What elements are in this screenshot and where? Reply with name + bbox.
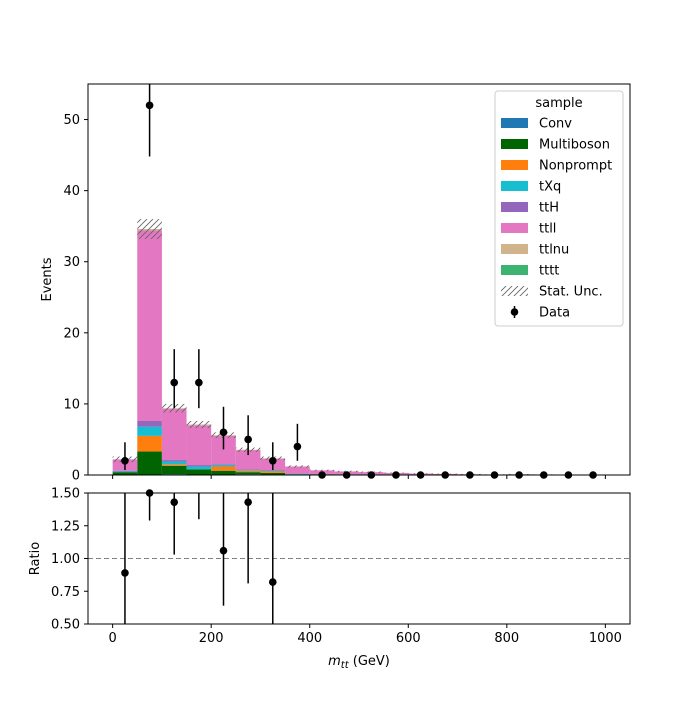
upper-y-tick-label-2: 20 [63,326,80,341]
lower-y-tick-label-1: 0.75 [51,585,80,600]
legend-swatch-ttlnu [501,244,528,254]
upper-y-tick-label-3: 30 [63,255,80,270]
legend: sample Conv Multiboson Nonprompt tXq ttH ttll t… [495,91,623,326]
upper-y-tick-label-1: 10 [63,397,80,412]
legend-swatch-tth [501,202,528,212]
legend-label-2: Nonprompt [539,159,612,174]
data-point-5 [244,436,252,444]
data-point-2 [170,379,178,387]
stat-unc-band-bin-8 [310,470,335,471]
stack-bar-multiboson-bin-1 [137,452,162,475]
stack-bar-tth-bin-1 [137,421,162,427]
stack-bar-multiboson-bin-4 [211,471,236,475]
legend-swatch-ttll [501,223,528,233]
stack-bar-txq-bin-0 [113,471,138,472]
x-tick-label-5: 1000 [589,631,622,646]
legend-label-8: Stat. Unc. [539,285,603,300]
legend-label-7: tttt [539,264,559,279]
data-point-6 [269,457,277,465]
legend-title: sample [535,96,582,111]
stack-bar-tth-bin-6 [260,470,285,471]
ratio-point-5 [244,498,252,506]
upper-y-tick-label-0: 0 [72,469,80,484]
ratio-point-0 [121,569,129,577]
stat-unc-band-bin-7 [285,465,310,467]
x-tick-label-4: 800 [494,631,519,646]
data-point-4 [220,429,228,437]
legend-label-3: tXq [539,180,561,195]
ratio-point-2 [170,498,178,506]
x-tick-label-0: 0 [108,631,116,646]
stack-bar-tth-bin-0 [113,471,138,472]
stack-bar-multiboson-bin-3 [187,469,212,475]
stat-unc-band-bin-1 [137,219,162,239]
legend-label-6: ttlnu [539,243,569,258]
stack-bar-ttll-bin-2 [162,409,187,460]
stack-bar-multiboson-bin-2 [162,466,187,475]
data-point-1 [146,102,154,110]
stack-bar-nonprompt-bin-5 [236,471,261,472]
stack-bar-ttll-bin-1 [137,230,162,421]
legend-label-5: ttll [539,222,556,237]
stack-bar-txq-bin-1 [137,427,162,436]
lower-y-tick-label-0: 0.50 [51,618,80,633]
stack-bar-tth-bin-2 [162,460,187,461]
legend-label-9: Data [539,306,570,321]
legend-swatch-data [511,308,519,316]
data-point-7 [294,443,302,451]
data-point-3 [195,379,203,387]
stack-bar-txq-bin-4 [211,465,236,466]
stack-bar-txq-bin-5 [236,470,261,471]
lower-y-axis-label: Ratio [28,542,43,575]
legend-label-1: Multiboson [539,138,610,153]
stack-bar-txq-bin-6 [260,471,285,472]
lower-y-tick-label-4: 1.50 [51,487,80,502]
stat-unc-band-bin-3 [187,421,212,428]
stack-bar-tth-bin-3 [187,465,212,466]
ratio-point-6 [269,578,277,586]
upper-y-tick-label-5: 50 [63,113,80,128]
stack-bar-nonprompt-bin-1 [137,436,162,452]
stack-bar-nonprompt-bin-2 [162,464,187,465]
ratio-point-4 [220,547,228,555]
legend-label-4: ttH [539,201,559,216]
data-point-0 [121,457,129,465]
legend-swatch-conv [501,118,528,128]
legend-swatch-tttt [501,265,528,275]
stack-bar-txq-bin-3 [187,466,212,469]
stack-bar-nonprompt-bin-4 [211,466,236,470]
stack-bar-tth-bin-4 [211,464,236,465]
legend-swatch-multiboson [501,139,528,149]
x-axis-label: mtt (GeV) [328,654,390,671]
stack-bar-multiboson-bin-5 [236,472,261,474]
stack-bar-tth-bin-5 [236,469,261,470]
legend-swatch-txq [501,181,528,191]
lower-ratio-layer [88,489,630,624]
stack-bar-ttll-bin-3 [187,425,212,465]
x-tick-label-1: 200 [199,631,224,646]
x-tick-label-2: 400 [297,631,322,646]
legend-swatch-stat-unc [501,286,528,296]
legend-label-0: Conv [539,117,572,132]
lower-y-tick-label-3: 1.25 [51,519,80,534]
legend-swatch-nonprompt [501,160,528,170]
lower-y-tick-label-2: 1.00 [51,552,80,567]
upper-y-tick-label-4: 40 [63,184,80,199]
x-tick-label-3: 600 [396,631,421,646]
stack-bar-txq-bin-2 [162,461,187,464]
stack-bar-nonprompt-bin-6 [260,471,285,472]
upper-y-axis-label: Events [40,257,55,301]
upper-stack-layer [113,229,556,475]
